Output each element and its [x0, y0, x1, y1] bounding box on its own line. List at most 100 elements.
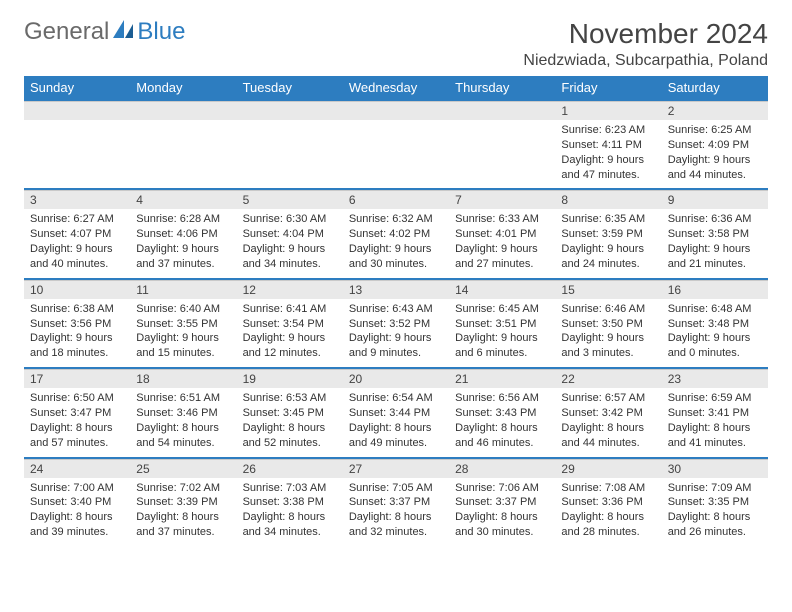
calendar-day-cell: 7Sunrise: 6:33 AMSunset: 4:01 PMDaylight… — [449, 189, 555, 278]
day-details: Sunrise: 6:36 AMSunset: 3:58 PMDaylight:… — [662, 209, 768, 277]
daylight-text-2: and 6 minutes. — [455, 346, 549, 361]
day-details: Sunrise: 6:45 AMSunset: 3:51 PMDaylight:… — [449, 299, 555, 367]
day-details: Sunrise: 6:59 AMSunset: 3:41 PMDaylight:… — [662, 388, 768, 456]
sunset-text: Sunset: 4:02 PM — [349, 227, 443, 242]
sunset-text: Sunset: 3:50 PM — [561, 317, 655, 332]
sunset-text: Sunset: 4:01 PM — [455, 227, 549, 242]
daylight-text-1: Daylight: 9 hours — [349, 331, 443, 346]
daylight-text-2: and 12 minutes. — [243, 346, 337, 361]
day-number: 30 — [662, 459, 768, 478]
day-details — [24, 120, 130, 180]
day-details — [449, 120, 555, 180]
day-number — [343, 101, 449, 120]
day-details: Sunrise: 7:03 AMSunset: 3:38 PMDaylight:… — [237, 478, 343, 546]
daylight-text-2: and 9 minutes. — [349, 346, 443, 361]
daylight-text-1: Daylight: 9 hours — [243, 242, 337, 257]
daylight-text-2: and 28 minutes. — [561, 525, 655, 540]
day-number: 14 — [449, 280, 555, 299]
daylight-text-2: and 46 minutes. — [455, 436, 549, 451]
day-number: 2 — [662, 101, 768, 120]
calendar-day-cell: 21Sunrise: 6:56 AMSunset: 3:43 PMDayligh… — [449, 368, 555, 457]
daylight-text-1: Daylight: 9 hours — [455, 242, 549, 257]
sunrise-text: Sunrise: 6:25 AM — [668, 123, 762, 138]
sunrise-text: Sunrise: 6:43 AM — [349, 302, 443, 317]
day-header: Monday — [130, 76, 236, 100]
calendar-week-row: 3Sunrise: 6:27 AMSunset: 4:07 PMDaylight… — [24, 189, 768, 278]
day-number: 29 — [555, 459, 661, 478]
day-details: Sunrise: 6:41 AMSunset: 3:54 PMDaylight:… — [237, 299, 343, 367]
day-number: 18 — [130, 369, 236, 388]
day-details: Sunrise: 6:33 AMSunset: 4:01 PMDaylight:… — [449, 209, 555, 277]
day-number: 4 — [130, 190, 236, 209]
day-details — [343, 120, 449, 180]
sunset-text: Sunset: 3:46 PM — [136, 406, 230, 421]
daylight-text-1: Daylight: 8 hours — [668, 421, 762, 436]
daylight-text-1: Daylight: 8 hours — [243, 510, 337, 525]
day-number: 22 — [555, 369, 661, 388]
sunrise-text: Sunrise: 7:06 AM — [455, 481, 549, 496]
calendar-day-cell: 24Sunrise: 7:00 AMSunset: 3:40 PMDayligh… — [24, 458, 130, 546]
sunrise-text: Sunrise: 6:57 AM — [561, 391, 655, 406]
brand-text-2: Blue — [137, 18, 185, 46]
daylight-text-1: Daylight: 8 hours — [136, 510, 230, 525]
daylight-text-2: and 34 minutes. — [243, 257, 337, 272]
calendar-week-row: 10Sunrise: 6:38 AMSunset: 3:56 PMDayligh… — [24, 279, 768, 368]
day-number: 25 — [130, 459, 236, 478]
calendar-day-cell: 5Sunrise: 6:30 AMSunset: 4:04 PMDaylight… — [237, 189, 343, 278]
sunrise-text: Sunrise: 6:23 AM — [561, 123, 655, 138]
day-details: Sunrise: 6:50 AMSunset: 3:47 PMDaylight:… — [24, 388, 130, 456]
sunset-text: Sunset: 3:56 PM — [30, 317, 124, 332]
calendar-day-cell: 2Sunrise: 6:25 AMSunset: 4:09 PMDaylight… — [662, 100, 768, 189]
calendar-day-cell: 28Sunrise: 7:06 AMSunset: 3:37 PMDayligh… — [449, 458, 555, 546]
day-details: Sunrise: 6:38 AMSunset: 3:56 PMDaylight:… — [24, 299, 130, 367]
calendar-day-cell: 19Sunrise: 6:53 AMSunset: 3:45 PMDayligh… — [237, 368, 343, 457]
header: General Blue November 2024 Niedzwiada, S… — [24, 18, 768, 70]
calendar-day-cell: 6Sunrise: 6:32 AMSunset: 4:02 PMDaylight… — [343, 189, 449, 278]
calendar-day-cell: 4Sunrise: 6:28 AMSunset: 4:06 PMDaylight… — [130, 189, 236, 278]
calendar-day-cell — [449, 100, 555, 189]
day-number: 7 — [449, 190, 555, 209]
sunrise-text: Sunrise: 6:35 AM — [561, 212, 655, 227]
sunrise-text: Sunrise: 6:50 AM — [30, 391, 124, 406]
daylight-text-1: Daylight: 8 hours — [561, 510, 655, 525]
daylight-text-1: Daylight: 9 hours — [668, 242, 762, 257]
sunset-text: Sunset: 4:09 PM — [668, 138, 762, 153]
sunset-text: Sunset: 3:35 PM — [668, 495, 762, 510]
sunrise-text: Sunrise: 6:40 AM — [136, 302, 230, 317]
day-details: Sunrise: 6:25 AMSunset: 4:09 PMDaylight:… — [662, 120, 768, 188]
sunrise-text: Sunrise: 6:51 AM — [136, 391, 230, 406]
calendar-day-cell — [343, 100, 449, 189]
daylight-text-2: and 15 minutes. — [136, 346, 230, 361]
calendar-day-cell: 17Sunrise: 6:50 AMSunset: 3:47 PMDayligh… — [24, 368, 130, 457]
daylight-text-2: and 54 minutes. — [136, 436, 230, 451]
day-number: 28 — [449, 459, 555, 478]
sunrise-text: Sunrise: 6:33 AM — [455, 212, 549, 227]
sunset-text: Sunset: 3:51 PM — [455, 317, 549, 332]
daylight-text-2: and 30 minutes. — [455, 525, 549, 540]
day-number: 1 — [555, 101, 661, 120]
sunset-text: Sunset: 3:55 PM — [136, 317, 230, 332]
sunset-text: Sunset: 3:45 PM — [243, 406, 337, 421]
brand-text-1: General — [24, 18, 109, 46]
daylight-text-1: Daylight: 8 hours — [30, 421, 124, 436]
day-details: Sunrise: 6:51 AMSunset: 3:46 PMDaylight:… — [130, 388, 236, 456]
sunrise-text: Sunrise: 6:30 AM — [243, 212, 337, 227]
daylight-text-2: and 44 minutes. — [561, 436, 655, 451]
sunrise-text: Sunrise: 6:53 AM — [243, 391, 337, 406]
calendar-day-cell — [237, 100, 343, 189]
sunset-text: Sunset: 4:11 PM — [561, 138, 655, 153]
daylight-text-2: and 24 minutes. — [561, 257, 655, 272]
day-details: Sunrise: 6:48 AMSunset: 3:48 PMDaylight:… — [662, 299, 768, 367]
daylight-text-2: and 34 minutes. — [243, 525, 337, 540]
sunset-text: Sunset: 4:07 PM — [30, 227, 124, 242]
day-header: Thursday — [449, 76, 555, 100]
day-details: Sunrise: 6:28 AMSunset: 4:06 PMDaylight:… — [130, 209, 236, 277]
day-number: 13 — [343, 280, 449, 299]
day-number: 9 — [662, 190, 768, 209]
day-details: Sunrise: 6:32 AMSunset: 4:02 PMDaylight:… — [343, 209, 449, 277]
daylight-text-1: Daylight: 8 hours — [30, 510, 124, 525]
calendar-header-row: SundayMondayTuesdayWednesdayThursdayFrid… — [24, 76, 768, 100]
daylight-text-2: and 41 minutes. — [668, 436, 762, 451]
daylight-text-1: Daylight: 8 hours — [136, 421, 230, 436]
sunrise-text: Sunrise: 7:00 AM — [30, 481, 124, 496]
